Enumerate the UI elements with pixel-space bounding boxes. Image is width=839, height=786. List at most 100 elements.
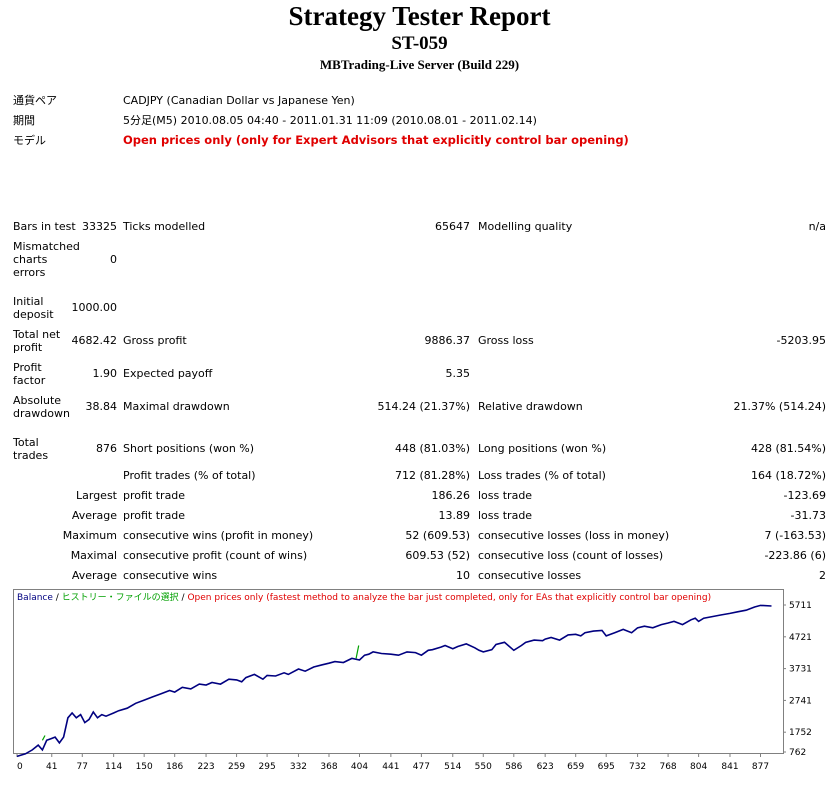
max-consec-losses-value: 7 (-163.53) xyxy=(764,529,826,542)
avg-consec-losses-value: 2 xyxy=(819,569,826,582)
x-tick-label: 768 xyxy=(659,762,676,771)
chart-grid xyxy=(16,604,786,757)
mismatched-label-1: Mismatched xyxy=(13,240,80,253)
model-value: Open prices only (only for Expert Adviso… xyxy=(123,133,629,147)
maximum-label: Maximum xyxy=(62,529,117,542)
x-tick-label: 804 xyxy=(690,762,707,771)
long-positions-label: Long positions (won %) xyxy=(478,442,607,455)
gross-loss-label: Gross loss xyxy=(478,334,534,347)
x-tick-label: 586 xyxy=(505,762,522,771)
total-net-profit-label-1: Total net xyxy=(13,328,61,341)
balance-chart-svg: 5711 4721 3731 2741 1752 762 0 41 77 114 150 186 22… xyxy=(13,589,812,772)
x-tick-label: 550 xyxy=(475,762,492,771)
maximal-consec-profit-value: 609.53 (52) xyxy=(405,549,470,562)
bars-in-test-value: 33325 xyxy=(82,220,117,233)
relative-drawdown-label: Relative drawdown xyxy=(478,400,583,413)
x-tick-label: 841 xyxy=(721,762,738,771)
total-trades-value: 876 xyxy=(96,442,117,455)
absolute-drawdown-label-1: Absolute xyxy=(13,394,62,407)
gross-profit-label: Gross profit xyxy=(123,334,187,347)
legend-history: ヒストリー・ファイルの選択 xyxy=(62,591,179,603)
legend-model: Open prices only (fastest method to anal… xyxy=(187,593,711,603)
loss-trades-label: Loss trades (% of total) xyxy=(478,469,606,482)
x-tick-label: 732 xyxy=(629,762,646,771)
expected-payoff-value: 5.35 xyxy=(445,367,471,380)
x-tick-label: 477 xyxy=(413,762,430,771)
legend-separator-2: / xyxy=(179,593,188,603)
x-tick-label: 295 xyxy=(259,762,276,771)
gross-profit-value: 9886.37 xyxy=(424,334,471,347)
x-tick-label: 186 xyxy=(166,762,183,771)
x-tick-label: 150 xyxy=(136,762,153,771)
relative-drawdown-value: 21.37% (514.24) xyxy=(733,400,826,413)
legend-separator-1: / xyxy=(53,593,62,603)
chart-legend: Balance / ヒストリー・ファイルの選択 / Open prices on… xyxy=(17,591,711,603)
y-tick-labels: 5711 4721 3731 2741 1752 762 xyxy=(789,601,812,758)
largest-profit-label: profit trade xyxy=(123,489,186,502)
largest-profit-value: 186.26 xyxy=(431,489,471,502)
x-tick-labels: 0 41 77 114 150 186 223 259 295 332 368 404 441 477 51… xyxy=(17,762,769,772)
maximal-drawdown-value: 514.24 (21.37%) xyxy=(377,400,470,413)
long-positions-value: 428 (81.54%) xyxy=(750,442,826,455)
absolute-drawdown-label-2: drawdown xyxy=(13,407,70,420)
x-tick-label: 514 xyxy=(444,762,461,771)
loss-trades-value: 164 (18.72%) xyxy=(750,469,826,482)
modelling-quality-value: n/a xyxy=(808,220,826,233)
avg-consec-wins-value: 10 xyxy=(456,569,470,582)
largest-loss-value: -123.69 xyxy=(783,489,826,502)
history-series-segment xyxy=(41,645,360,741)
legend-balance: Balance xyxy=(17,593,53,603)
largest-label: Largest xyxy=(76,489,117,502)
maximal-drawdown-label: Maximal drawdown xyxy=(123,400,230,413)
y-tick-label: 4721 xyxy=(789,633,812,643)
period-label: 期間 xyxy=(13,114,35,127)
x-tick-label: 441 xyxy=(382,762,399,771)
maximal-consec-profit-label: consecutive profit (count of wins) xyxy=(123,549,308,562)
average-loss-label: loss trade xyxy=(478,509,533,522)
average-profit-value: 13.89 xyxy=(438,509,471,522)
profit-factor-value: 1.90 xyxy=(92,367,118,380)
balance-series-line xyxy=(16,604,772,758)
profit-factor-label-2: factor xyxy=(13,374,46,387)
absolute-drawdown-value: 38.84 xyxy=(85,400,118,413)
mismatched-label-3: errors xyxy=(13,266,46,279)
x-tick-label: 695 xyxy=(598,762,615,771)
avg-consec-losses-label: consecutive losses xyxy=(478,569,582,582)
x-tick-label: 114 xyxy=(105,762,122,771)
model-label: モデル xyxy=(13,134,46,147)
ticks-modelled-label: Ticks modelled xyxy=(123,220,206,233)
x-tick-label: 368 xyxy=(320,762,337,771)
x-tick-label: 404 xyxy=(351,762,368,771)
x-tick-label: 77 xyxy=(77,762,88,771)
expected-payoff-label: Expected payoff xyxy=(123,367,213,380)
largest-loss-label: loss trade xyxy=(478,489,533,502)
mismatched-label-2: charts xyxy=(13,253,48,266)
x-tick-label: 0 xyxy=(17,762,23,771)
maximal-label: Maximal xyxy=(70,549,117,562)
average-loss-value: -31.73 xyxy=(790,509,826,522)
short-positions-value: 448 (81.03%) xyxy=(394,442,470,455)
maximal-consec-loss-value: -223.86 (6) xyxy=(764,549,826,562)
initial-deposit-label-1: Initial xyxy=(13,295,44,308)
average2-label: Average xyxy=(71,569,117,582)
average-profit-label: profit trade xyxy=(123,509,186,522)
period-value: 5分足(M5) 2010.08.05 04:40 - 2011.01.31 11… xyxy=(123,114,537,127)
total-net-profit-label-2: profit xyxy=(13,341,43,354)
x-tick-label: 223 xyxy=(197,762,214,771)
y-tick-label: 1752 xyxy=(789,728,812,738)
x-tick-label: 623 xyxy=(537,762,554,771)
symbol-label: 通貨ペア xyxy=(13,94,57,107)
initial-deposit-label-2: deposit xyxy=(13,308,54,321)
initial-deposit-value: 1000.00 xyxy=(71,301,118,314)
server-name: MBTrading-Live Server (Build 229) xyxy=(319,57,520,72)
profit-factor-label-1: Profit xyxy=(13,361,42,374)
max-consec-losses-label: consecutive losses (loss in money) xyxy=(478,529,670,542)
symbol-value: CADJPY (Canadian Dollar vs Japanese Yen) xyxy=(123,94,355,107)
report-subtitle: ST-059 xyxy=(391,33,448,54)
profit-trades-value: 712 (81.28%) xyxy=(394,469,470,482)
balance-chart: 5711 4721 3731 2741 1752 762 0 41 77 114 150 186 22… xyxy=(13,589,827,772)
mismatched-value: 0 xyxy=(110,253,117,266)
y-tick-label: 2741 xyxy=(789,696,812,706)
modelling-quality-label: Modelling quality xyxy=(478,220,573,233)
x-tick-label: 877 xyxy=(752,762,769,771)
